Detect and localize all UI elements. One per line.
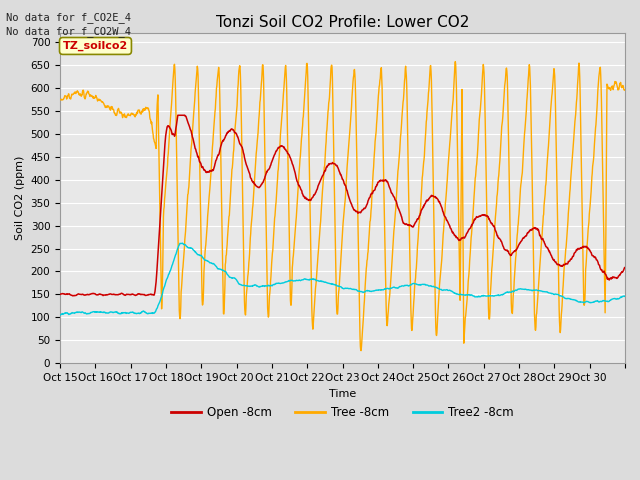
Text: No data for f_CO2E_4: No data for f_CO2E_4 — [6, 12, 131, 23]
Legend: Open -8cm, Tree -8cm, Tree2 -8cm: Open -8cm, Tree -8cm, Tree2 -8cm — [167, 401, 518, 424]
Title: Tonzi Soil CO2 Profile: Lower CO2: Tonzi Soil CO2 Profile: Lower CO2 — [216, 15, 469, 30]
X-axis label: Time: Time — [329, 389, 356, 399]
Text: No data for f_CO2W_4: No data for f_CO2W_4 — [6, 26, 131, 37]
Text: TZ_soilco2: TZ_soilco2 — [63, 41, 128, 51]
Y-axis label: Soil CO2 (ppm): Soil CO2 (ppm) — [15, 156, 25, 240]
